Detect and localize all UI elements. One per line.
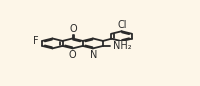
Text: N: N [90, 50, 97, 60]
Text: Cl: Cl [117, 20, 126, 30]
Text: NH₂: NH₂ [113, 41, 131, 51]
Text: F: F [33, 36, 39, 46]
Text: O: O [69, 24, 77, 34]
Text: O: O [68, 50, 76, 60]
